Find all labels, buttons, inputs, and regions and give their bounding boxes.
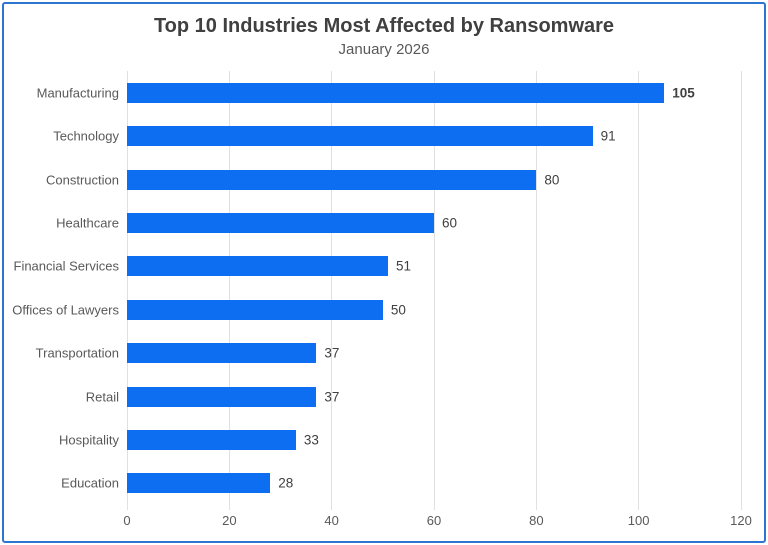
x-axis-tick-label: 40 <box>324 513 339 528</box>
value-label: 37 <box>324 345 340 361</box>
category-label: Construction <box>46 172 119 188</box>
x-axis-tick <box>228 505 230 510</box>
category-label: Hospitality <box>59 432 119 448</box>
category-label: Financial Services <box>13 258 120 274</box>
bar <box>127 212 434 233</box>
plot-area: Manufacturing 105 Technology 91 Construction… <box>12 71 742 510</box>
category-label: Education <box>61 475 119 491</box>
gridline <box>126 71 128 505</box>
bar-row: Construction 80 <box>46 158 741 201</box>
bar-rows: Manufacturing 105 Technology 91 Construction… <box>12 71 741 505</box>
x-axis-tick <box>638 505 640 510</box>
x-axis-tick <box>331 505 333 510</box>
value-label: 28 <box>278 475 294 491</box>
gridline <box>331 71 333 505</box>
bar <box>127 473 271 494</box>
bar-row: Retail 37 <box>86 375 741 418</box>
gridline <box>638 71 640 505</box>
chart-title: Top 10 Industries Most Affected by Ranso… <box>153 15 615 37</box>
bar-row: Education 28 <box>61 462 741 505</box>
title-block: Top 10 Industries Most Affected by Ranso… <box>4 14 764 60</box>
bar-row: Hospitality 33 <box>59 418 741 461</box>
category-label: Healthcare <box>56 215 119 231</box>
value-label: 80 <box>544 172 560 188</box>
chart-subtitle: January 2026 <box>338 41 430 58</box>
value-label: 50 <box>390 302 406 318</box>
bar <box>127 82 665 103</box>
bar <box>127 343 317 364</box>
value-label: 33 <box>303 432 319 448</box>
category-label: Technology <box>53 128 119 144</box>
x-axis-tick-label: 120 <box>730 513 752 528</box>
value-label: 91 <box>600 128 616 144</box>
bar-row: Technology 91 <box>53 114 741 157</box>
bar-row: Offices of Lawyers 50 <box>12 288 741 331</box>
x-axis-tick <box>535 505 537 510</box>
category-label: Retail <box>85 389 119 405</box>
gridline <box>228 71 230 505</box>
bar-row: Healthcare 60 <box>56 201 741 244</box>
x-axis-tick-label: 60 <box>426 513 442 528</box>
bar <box>127 126 593 147</box>
bar <box>127 299 383 320</box>
value-label: 105 <box>672 85 695 101</box>
bar <box>127 386 317 407</box>
bar <box>127 169 537 190</box>
category-label: Manufacturing <box>36 85 119 101</box>
bar-row: Financial Services 51 <box>14 245 741 288</box>
bar-row: Manufacturing 105 <box>37 71 741 114</box>
value-label: 37 <box>324 389 340 405</box>
gridline <box>433 71 435 505</box>
x-axis-tick-labels: 0 20 40 60 80 100 120 <box>123 513 751 531</box>
x-axis-tick-label: 80 <box>529 513 544 528</box>
x-axis-tick <box>433 505 435 510</box>
category-label: Transportation <box>35 345 119 361</box>
x-axis-tick-label: 20 <box>222 513 237 528</box>
bar <box>127 256 388 277</box>
value-label: 60 <box>442 215 458 231</box>
bar-row: Transportation 37 <box>36 331 741 374</box>
x-axis-tick <box>126 505 128 510</box>
gridline <box>740 71 742 505</box>
category-label: Offices of Lawyers <box>12 302 119 318</box>
x-axis-tick-label: 0 <box>123 513 131 528</box>
value-label: 51 <box>395 258 411 274</box>
x-axis-tick <box>740 505 742 510</box>
gridline <box>535 71 537 505</box>
x-axis-tick-label: 100 <box>627 513 650 528</box>
bar <box>127 429 296 450</box>
